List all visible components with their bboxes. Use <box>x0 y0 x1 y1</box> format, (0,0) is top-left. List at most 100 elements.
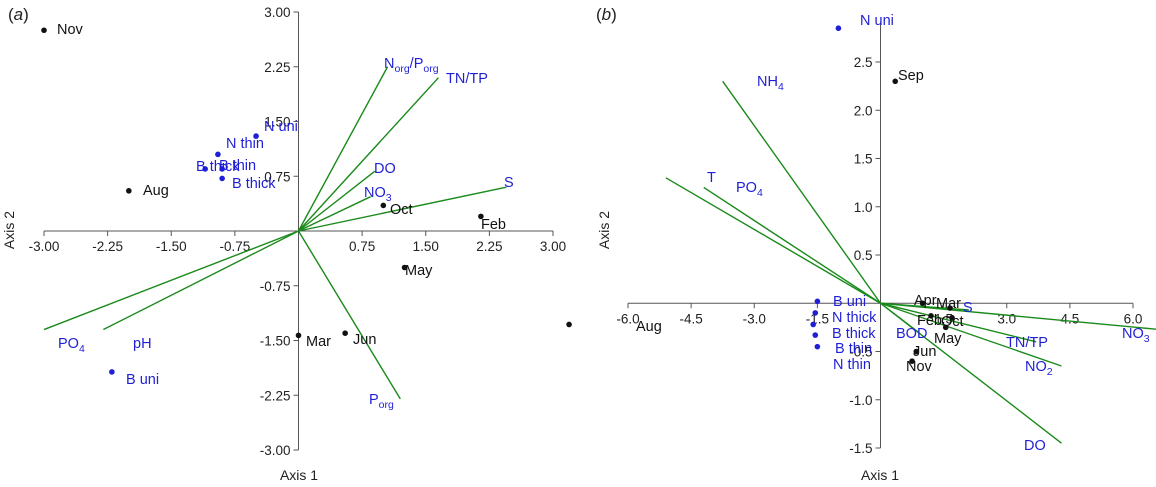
panel-b-site-label: Feb <box>917 313 942 329</box>
panel-b-y-tick-label: -1.0 <box>849 393 872 408</box>
panel-a: (a) Axis 1 Axis 2 -3.00 -2.25 -1.50 -0.75 0.… <box>1 5 566 483</box>
panel-b-group-label: N thick <box>832 310 877 326</box>
panel-a-group-label: B thin <box>219 158 256 174</box>
panel-a-label: (a) <box>8 5 29 24</box>
panel-b-group-point <box>812 332 819 338</box>
panel-b-group-label: B thin <box>835 341 872 357</box>
panel-b-y-tick-label: 0.5 <box>854 248 873 263</box>
panel-a-group-point <box>215 151 221 158</box>
panel-a-x-tick-label: 3.00 <box>540 239 566 254</box>
panel-a-group-label: N thin <box>226 136 264 152</box>
panel-b-vector-label: BOD <box>896 326 927 342</box>
panel-b-group-label: N thin <box>833 357 871 373</box>
panel-b-site-point <box>892 78 899 85</box>
panel-a-xlabel: Axis 1 <box>280 467 318 483</box>
panel-a-site-point <box>126 188 132 194</box>
panel-b-site-point <box>928 312 934 319</box>
panel-b-site-label: Mar <box>936 296 961 312</box>
panel-a-site-point <box>380 202 387 209</box>
panel-b-site-point <box>919 300 926 307</box>
panel-a-site-point <box>342 330 348 337</box>
panel-b-site-label: Nov <box>906 359 933 375</box>
panel-a-vector-label: NO3 <box>364 185 392 204</box>
panel-b-vector <box>722 80 882 304</box>
panel-a-group-point <box>219 166 225 172</box>
panel-b-group-point <box>810 321 816 328</box>
panel-b-y-tick-label: 1.0 <box>854 200 873 215</box>
panel-a-ylabel: Axis 2 <box>1 211 17 249</box>
panel-b-x-tick-label: -4.5 <box>679 311 702 326</box>
panel-a-site-label: Nov <box>57 22 84 38</box>
panel-b-x-tick-label: -6.0 <box>616 311 639 326</box>
panel-b-x-tick-label: 3.0 <box>997 311 1016 326</box>
panel-b-site-label: May <box>934 331 962 347</box>
panel-b-vector-label: NO2 <box>1025 359 1053 378</box>
panel-a-group-label: N uni <box>264 119 298 135</box>
panel-b-vector-label: S <box>963 300 973 316</box>
panel-a-x-tick-label: 0.75 <box>349 239 375 254</box>
panel-b-label: (b) <box>596 5 617 24</box>
panel-b-vector <box>880 302 1037 343</box>
panel-b-vector-label: T <box>707 170 716 186</box>
panel-b-y-tick-label: 2.0 <box>854 103 873 118</box>
panel-a-vector <box>43 230 299 331</box>
panel-b-site-label: Aug <box>636 319 662 335</box>
panel-b-site-label: Oct <box>941 314 964 330</box>
panel-a-site-label: Mar <box>306 334 331 350</box>
panel-a-site-point <box>401 264 408 271</box>
panel-a-vector <box>298 186 507 232</box>
panel-a-site-point <box>295 332 302 339</box>
panel-a-vector-label: TN/TP <box>446 71 488 87</box>
panel-b-vector-label: NO3 <box>1122 326 1150 345</box>
panel-a-group-label: B thick <box>232 176 276 192</box>
panel-a-site-label: Aug <box>143 183 169 199</box>
panel-b-y-tick-label: -0.5 <box>849 345 872 360</box>
panel-b-group-point <box>835 25 842 32</box>
panel-a-site-label: Oct <box>390 202 413 218</box>
panel-b-vector-label: PO4 <box>736 180 763 199</box>
panel-b-vector <box>703 186 881 304</box>
panel-b-y-tick-label: 1.5 <box>854 152 873 167</box>
panel-b-ylabel: Axis 2 <box>596 211 612 249</box>
panel-b-vector <box>880 302 1062 444</box>
panel-b-group-point <box>814 298 821 305</box>
panel-a-vector-label: PO4 <box>58 336 85 355</box>
panel-b-xlabel: Axis 1 <box>861 467 899 483</box>
panel-b-y-tick-label: -1.5 <box>849 441 872 456</box>
panel-a-group-point <box>253 133 259 139</box>
panel-b-site-point <box>566 321 572 328</box>
panel-a-x-tick-label: -1.50 <box>156 239 187 254</box>
panel-a-vector-label: DO <box>374 161 396 177</box>
panel-a-vector-label: Norg/Porg <box>384 56 439 75</box>
panel-a-x-tick-label: -0.75 <box>219 239 250 254</box>
panel-a-vector-label: Porg <box>369 392 394 411</box>
panel-b-group-label: B uni <box>833 294 866 310</box>
panel-a-vector <box>298 170 376 232</box>
panel-a-y-tick-label: -1.50 <box>260 334 291 349</box>
panel-b-vector-label: NH4 <box>757 74 784 93</box>
panel-b-site-label: Sep <box>898 68 924 84</box>
panel-b-x-tick-label: -3.0 <box>743 311 766 326</box>
panel-a-group-label: B thick <box>196 159 240 175</box>
panel-a-group-label: B uni <box>126 372 159 388</box>
panel-b-group-label: N uni <box>860 13 894 29</box>
panel-a-x-tick-label: -2.25 <box>92 239 123 254</box>
panel-a-y-tick-label: -0.75 <box>260 279 291 294</box>
panel-b-site-label: Jun <box>913 344 936 360</box>
panel-b-y-tick-label: 2.5 <box>854 55 873 70</box>
panel-b-site-point <box>909 358 915 364</box>
panel-a-y-tick-label: 2.25 <box>264 60 290 75</box>
panel-b-site-point <box>949 314 955 321</box>
panel-a-vector <box>297 77 439 232</box>
panel-a-group-point <box>219 175 225 182</box>
panel-b-site-point <box>947 305 953 311</box>
panel-b-x-tick-label: 6.0 <box>1124 311 1143 326</box>
panel-a-site-point <box>41 27 47 34</box>
panel-a-site-label: Feb <box>481 217 506 233</box>
panel-b-site-point <box>913 348 920 355</box>
panel-a-y-tick-label: 1.50 <box>264 115 290 130</box>
panel-b-x-tick-label: 4.5 <box>1060 311 1079 326</box>
panel-b-vector <box>880 302 1062 367</box>
panel-a-y-tick-label: 0.75 <box>264 169 290 184</box>
panel-a-vector-label: S <box>504 175 514 191</box>
